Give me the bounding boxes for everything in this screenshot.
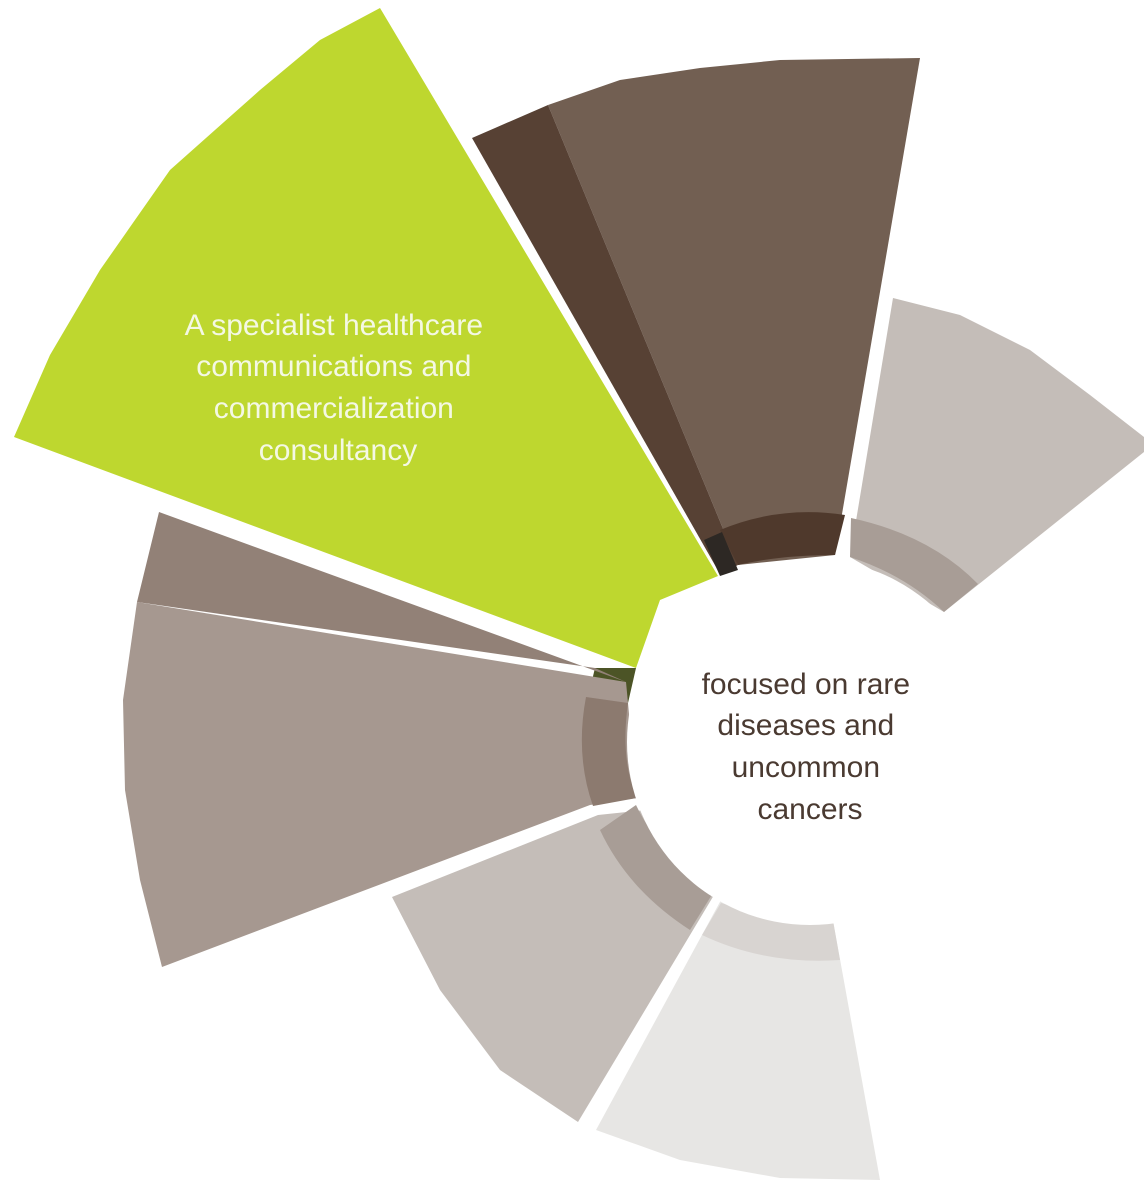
segment-dark-brown-corner <box>704 532 738 576</box>
segment-dark-brown <box>548 58 920 565</box>
feature-text-block: A specialist healthcare communications a… <box>185 309 492 467</box>
center-text-line: cancers <box>757 793 862 826</box>
segment-mid-brown-left-top <box>137 512 626 682</box>
center-hub <box>627 559 993 925</box>
segment-light-taupe-bottom <box>392 810 714 1122</box>
segment-feature-outer <box>14 8 718 668</box>
feature-text-line: communications and <box>196 350 471 383</box>
center-text-line: focused on rare <box>702 668 910 701</box>
segment-light-taupe-bottom-core <box>600 805 713 930</box>
feature-text-line: A specialist healthcare <box>185 309 484 342</box>
center-text-line: diseases and <box>717 709 894 742</box>
segment-light-taupe-right <box>850 298 1144 612</box>
segment-mid-brown-left-core <box>581 697 637 806</box>
center-text-line: uncommon <box>732 751 880 784</box>
feature-text-line: consultancy <box>259 434 417 467</box>
center-text-block: focused on rare diseases and uncommon ca… <box>702 668 919 826</box>
segment-light-taupe-right-core <box>850 518 978 612</box>
segment-dark-brown-edge <box>472 105 738 574</box>
feature-text-line: commercialization <box>214 392 454 425</box>
segment-dark-brown-core <box>720 512 845 565</box>
segment-pale-grey <box>596 900 880 1180</box>
segment-mid-brown-left <box>123 602 637 967</box>
